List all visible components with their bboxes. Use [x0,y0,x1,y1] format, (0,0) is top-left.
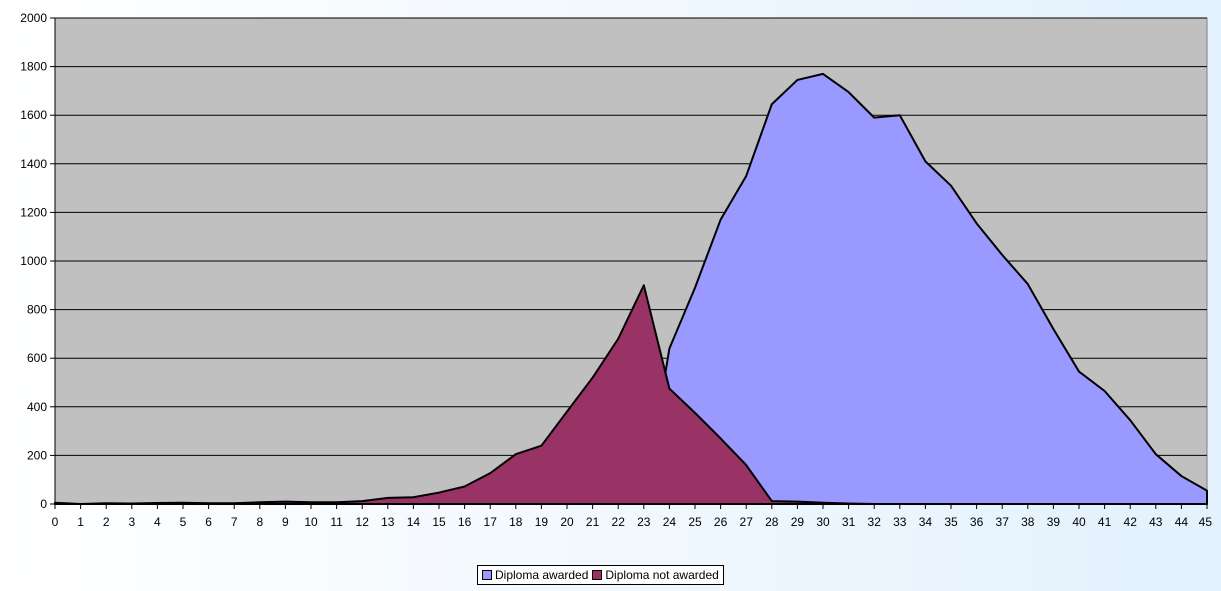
x-tick-label: 23 [637,515,651,529]
x-tick-label: 7 [231,515,238,529]
x-tick-label: 5 [180,515,187,529]
x-tick-label: 26 [714,515,728,529]
legend: Diploma awarded Diploma not awarded [477,565,724,585]
x-tick-label: 3 [128,515,135,529]
x-tick-label: 1 [77,515,84,529]
x-tick-label: 32 [868,515,882,529]
y-tick-label: 1000 [20,254,47,268]
x-tick-label: 18 [509,515,523,529]
x-tick-label: 44 [1175,515,1189,529]
x-tick-label: 13 [381,515,395,529]
x-tick-label: 33 [893,515,907,529]
x-tick-label: 21 [586,515,600,529]
x-tick-label: 41 [1098,515,1112,529]
x-tick-label: 45 [1199,515,1213,529]
y-tick-label: 1600 [20,108,47,122]
x-tick-label: 37 [996,515,1010,529]
x-tick-label: 17 [484,515,498,529]
legend-item-diploma-awarded: Diploma awarded [482,568,588,582]
x-tick-label: 8 [256,515,263,529]
y-tick-label: 400 [27,400,47,414]
x-tick-label: 0 [52,515,59,529]
x-tick-label: 24 [663,515,677,529]
y-tick-label: 1400 [20,157,47,171]
x-tick-label: 43 [1149,515,1163,529]
x-tick-label: 16 [458,515,472,529]
x-tick-label: 35 [944,515,958,529]
y-tick-label: 0 [40,497,47,511]
x-tick-label: 31 [842,515,856,529]
x-tick-label: 38 [1021,515,1035,529]
legend-item-diploma-not-awarded: Diploma not awarded [592,568,719,582]
y-tick-label: 200 [27,448,47,462]
legend-swatch-diploma-awarded [482,570,492,580]
x-tick-label: 15 [432,515,446,529]
y-tick-label: 1200 [20,205,47,219]
x-tick-label: 22 [612,515,626,529]
x-tick-label: 4 [154,515,161,529]
x-tick-label: 42 [1124,515,1138,529]
x-tick-label: 6 [205,515,212,529]
x-tick-label: 30 [816,515,830,529]
y-tick-label: 600 [27,351,47,365]
x-tick-label: 27 [740,515,754,529]
x-tick-label: 40 [1072,515,1086,529]
y-tick-label: 2000 [20,11,47,25]
legend-label-diploma-awarded: Diploma awarded [495,568,589,582]
x-tick-label: 14 [407,515,421,529]
x-tick-label: 25 [688,515,702,529]
x-tick-label: 20 [560,515,574,529]
x-tick-label: 2 [103,515,110,529]
legend-swatch-diploma-not-awarded [592,570,603,580]
x-tick-label: 34 [919,515,933,529]
x-tick-label: 9 [282,515,289,529]
x-tick-label: 28 [765,515,779,529]
x-tick-label: 36 [970,515,984,529]
y-tick-label: 1800 [20,60,47,74]
x-tick-label: 10 [304,515,318,529]
x-tick-label: 11 [330,515,343,529]
legend-label-diploma-not-awarded: Diploma not awarded [605,568,719,582]
x-tick-label: 29 [791,515,805,529]
x-tick-label: 19 [535,515,549,529]
y-tick-label: 800 [27,303,47,317]
x-tick-label: 39 [1047,515,1061,529]
x-tick-label: 12 [356,515,370,529]
